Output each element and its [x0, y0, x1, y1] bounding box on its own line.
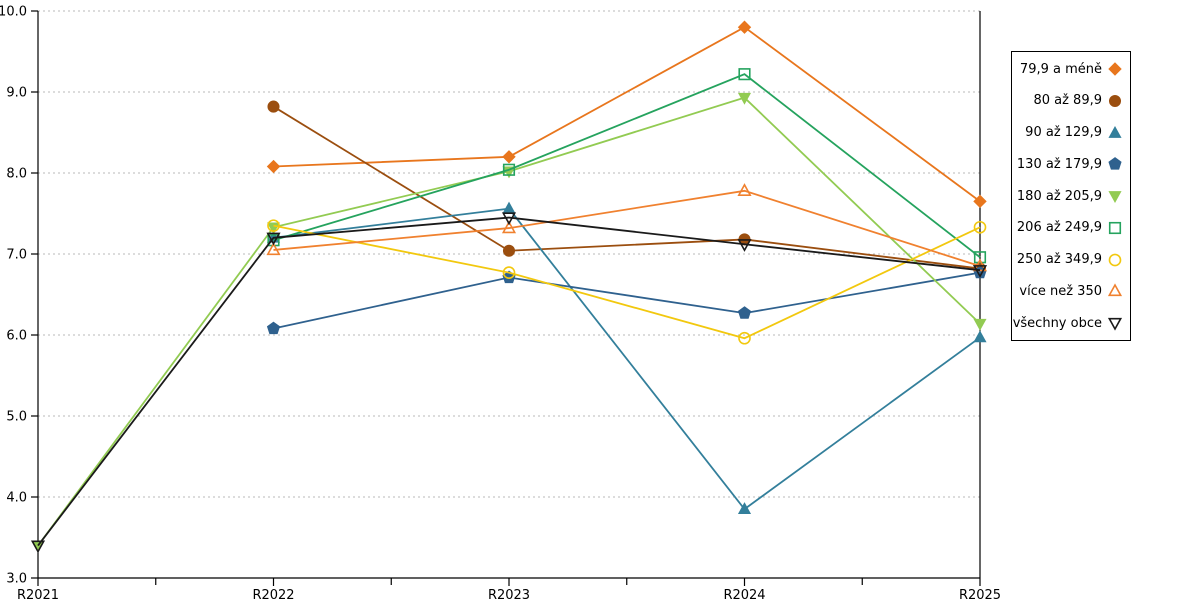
legend-item: 206 až 249,9 [1016, 220, 1123, 236]
series-line [273, 207, 981, 511]
series-marker-triangle-up [737, 183, 752, 196]
series-marker-square [738, 68, 751, 81]
series-marker-circle [267, 100, 280, 113]
legend-diamond-icon [1108, 62, 1122, 76]
series-marker-circle [502, 244, 516, 257]
legend-triangle-up-icon [1108, 125, 1122, 138]
series-marker-triangle-up [737, 502, 752, 514]
series-line [37, 216, 981, 547]
series-marker-pentagon [1108, 157, 1122, 170]
series-marker-circle [267, 219, 280, 232]
series-marker-triangle-up [1107, 283, 1123, 297]
series-3 [266, 265, 987, 335]
legend-label: více než 350 [1019, 283, 1102, 299]
y-tick-label: 7.0 [6, 248, 27, 263]
series-marker-triangle-up [502, 201, 516, 214]
legend-item: 250 až 349,9 [1016, 252, 1123, 268]
series-marker-diamond [266, 159, 281, 174]
legend-label: 90 až 129,9 [1025, 125, 1102, 140]
series-marker-diamond [1108, 62, 1122, 76]
legend-item: všechny obce [1013, 315, 1123, 331]
series-marker-triangle-up [266, 242, 281, 256]
legend-label: 130 až 179,9 [1016, 156, 1102, 172]
x-tick-label: R2025 [959, 588, 1001, 600]
series-marker-triangle-down [30, 540, 46, 554]
legend-triangle-up-icon [1107, 283, 1123, 297]
x-tick-label: R2022 [252, 588, 294, 600]
series-line [273, 271, 981, 330]
legend-item: 180 až 205,9 [1016, 188, 1123, 204]
legend-label: 80 až 89,9 [1033, 93, 1102, 109]
legend-pentagon-icon [1108, 157, 1122, 170]
series-marker-pentagon [266, 321, 281, 335]
legend-triangle-down-icon [1108, 191, 1122, 204]
series-line [273, 26, 981, 203]
y-tick-label: 4.0 [6, 491, 27, 506]
series-line [273, 105, 981, 270]
y-tick-label: 8.0 [6, 167, 27, 182]
series-marker-diamond [502, 150, 516, 164]
legend-triangle-down-icon [1107, 317, 1123, 331]
series-marker-triangle-down [972, 265, 988, 278]
series-marker-triangle-down [973, 318, 987, 331]
series-1 [267, 100, 987, 275]
legend-label: všechny obce [1012, 315, 1102, 331]
series-marker-triangle-up [973, 330, 987, 343]
series-marker-triangle-down [501, 212, 517, 226]
legend-square-icon [1108, 221, 1122, 234]
series-marker-square [1108, 221, 1122, 234]
series-marker-square [502, 163, 516, 176]
series-marker-triangle-down [737, 92, 752, 105]
x-tick-label: R2023 [488, 588, 530, 600]
series-marker-pentagon [737, 306, 752, 319]
y-tick-label: 10.0 [0, 5, 27, 20]
series-marker-triangle-up [1108, 125, 1122, 138]
legend-circle-icon [1108, 253, 1122, 266]
legend-item: 79,9 a méně [1019, 61, 1123, 77]
series-marker-triangle-up [501, 220, 517, 234]
series-marker-circle [502, 266, 516, 279]
series-marker-circle [1108, 94, 1122, 107]
legend-item: 80 až 89,9 [1019, 93, 1123, 109]
series-5 [267, 68, 987, 264]
series-marker-triangle-down [1107, 317, 1123, 331]
legend-label: 250 až 349,9 [1016, 252, 1102, 267]
series-marker-triangle-down [266, 232, 281, 246]
series-line [273, 224, 981, 340]
legend: 79,9 a méně 80 až 89,9 90 až 129,9 130 až 1… [1011, 51, 1131, 341]
series-marker-circle [973, 220, 987, 234]
series-7 [266, 183, 988, 272]
series-0 [266, 20, 987, 209]
legend-item: 130 až 179,9 [1016, 156, 1123, 172]
series-6 [267, 219, 987, 345]
legend-item: více než 350 [1019, 283, 1123, 299]
y-tick-label: 6.0 [6, 329, 27, 344]
series-marker-square [973, 251, 987, 264]
x-tick-label: R2021 [17, 588, 59, 600]
series-2 [266, 201, 987, 514]
series-marker-triangle-down [737, 239, 752, 252]
series-marker-triangle-down [502, 166, 516, 179]
series-marker-diamond [973, 194, 987, 209]
legend-item: 90 až 129,9 [1019, 125, 1123, 141]
series-marker-circle [1108, 253, 1122, 266]
series-line [273, 189, 981, 268]
x-tick-label: R2024 [723, 588, 765, 600]
series-8 [30, 212, 988, 554]
y-tick-label: 3.0 [6, 572, 27, 587]
legend-label: 180 až 205,9 [1016, 188, 1102, 204]
legend-label: 206 až 249,9 [1016, 220, 1102, 236]
legend-label: 79,9 a méně [1019, 61, 1102, 77]
y-tick-label: 9.0 [6, 86, 27, 101]
legend-circle-icon [1108, 94, 1122, 107]
y-tick-label: 5.0 [6, 410, 27, 425]
series-marker-diamond [737, 20, 752, 34]
series-marker-triangle-down [1108, 191, 1122, 204]
series-marker-circle [738, 331, 751, 345]
series-line [273, 73, 981, 258]
